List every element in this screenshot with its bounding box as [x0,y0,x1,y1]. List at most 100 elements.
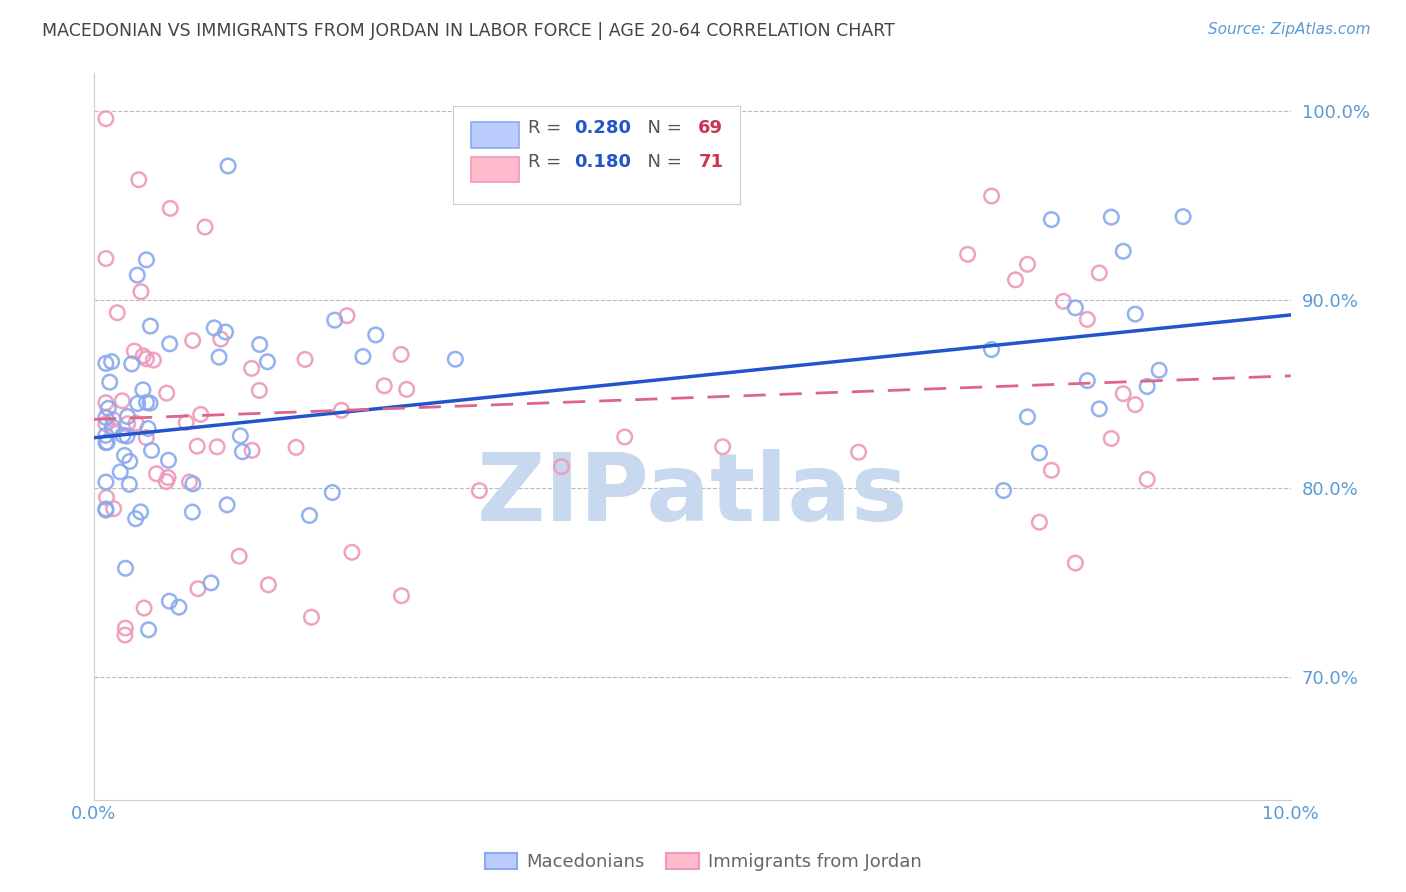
Point [352,350,374,364]
Point [294,352,316,367]
Point [187,582,209,596]
Point [550,459,572,474]
Point [127,268,149,282]
Point [114,449,136,463]
Point [1064,556,1087,570]
Point [118,454,141,468]
Point [157,453,180,467]
Point [1017,409,1039,424]
Point [135,351,157,366]
Point [190,408,212,422]
Point [97,401,120,416]
Point [364,327,387,342]
Point [214,325,236,339]
Point [240,361,263,376]
Point [613,430,636,444]
Point [114,561,136,575]
Point [135,431,157,445]
Point [1136,472,1159,486]
Point [247,384,270,398]
Point [217,498,239,512]
Point [391,589,413,603]
Point [115,429,138,443]
Point [340,545,363,559]
Text: R =: R = [529,153,568,171]
Point [256,354,278,368]
Point [181,505,204,519]
Point [1004,273,1026,287]
Text: 0.180: 0.180 [574,153,631,171]
Point [1123,307,1146,321]
Point [1099,210,1122,224]
Point [132,349,155,363]
Point [389,347,412,361]
Point [135,395,157,409]
Point [231,444,253,458]
Point [94,475,117,489]
Text: 71: 71 [699,153,723,171]
Point [240,443,263,458]
Point [1017,257,1039,271]
Point [285,441,308,455]
Text: N =: N = [636,119,688,136]
Point [503,161,526,175]
Point [145,467,167,481]
Point [159,336,181,351]
Point [249,337,271,351]
Point [117,409,139,424]
Point [101,412,124,426]
Point [94,395,117,409]
Point [94,435,117,450]
Text: ZIPatlas: ZIPatlas [477,449,908,541]
FancyBboxPatch shape [471,122,519,148]
Point [298,508,321,523]
Point [94,502,117,516]
Point [136,421,159,435]
Point [1052,294,1074,309]
Point [848,445,870,459]
Point [711,440,734,454]
Point [96,491,118,505]
Point [186,439,208,453]
Point [105,306,128,320]
Point [101,424,124,438]
Point [181,334,204,348]
Point [395,383,418,397]
Point [132,601,155,615]
Point [336,309,359,323]
Text: R =: R = [529,119,568,136]
Point [179,475,201,489]
Point [157,594,180,608]
Point [200,575,222,590]
Point [128,172,150,186]
Point [1028,446,1050,460]
Point [124,344,146,359]
Point [155,475,177,489]
Point [1088,266,1111,280]
Point [1171,210,1194,224]
Point [181,476,204,491]
Point [156,470,179,484]
Point [118,477,141,491]
Point [1099,432,1122,446]
Point [96,435,118,450]
Point [1040,463,1063,477]
Point [135,252,157,267]
Point [121,357,143,371]
Legend: Macedonians, Immigrants from Jordan: Macedonians, Immigrants from Jordan [478,846,928,879]
Text: N =: N = [636,153,688,171]
Text: 0.280: 0.280 [574,119,631,136]
Point [468,483,491,498]
Point [94,252,117,266]
Point [139,319,162,334]
Point [1088,401,1111,416]
Point [94,428,117,442]
Point [101,420,124,434]
Point [444,352,467,367]
Point [94,356,117,370]
FancyBboxPatch shape [453,105,740,204]
Point [111,428,134,442]
Point [159,202,181,216]
Point [1040,212,1063,227]
Point [1136,379,1159,393]
